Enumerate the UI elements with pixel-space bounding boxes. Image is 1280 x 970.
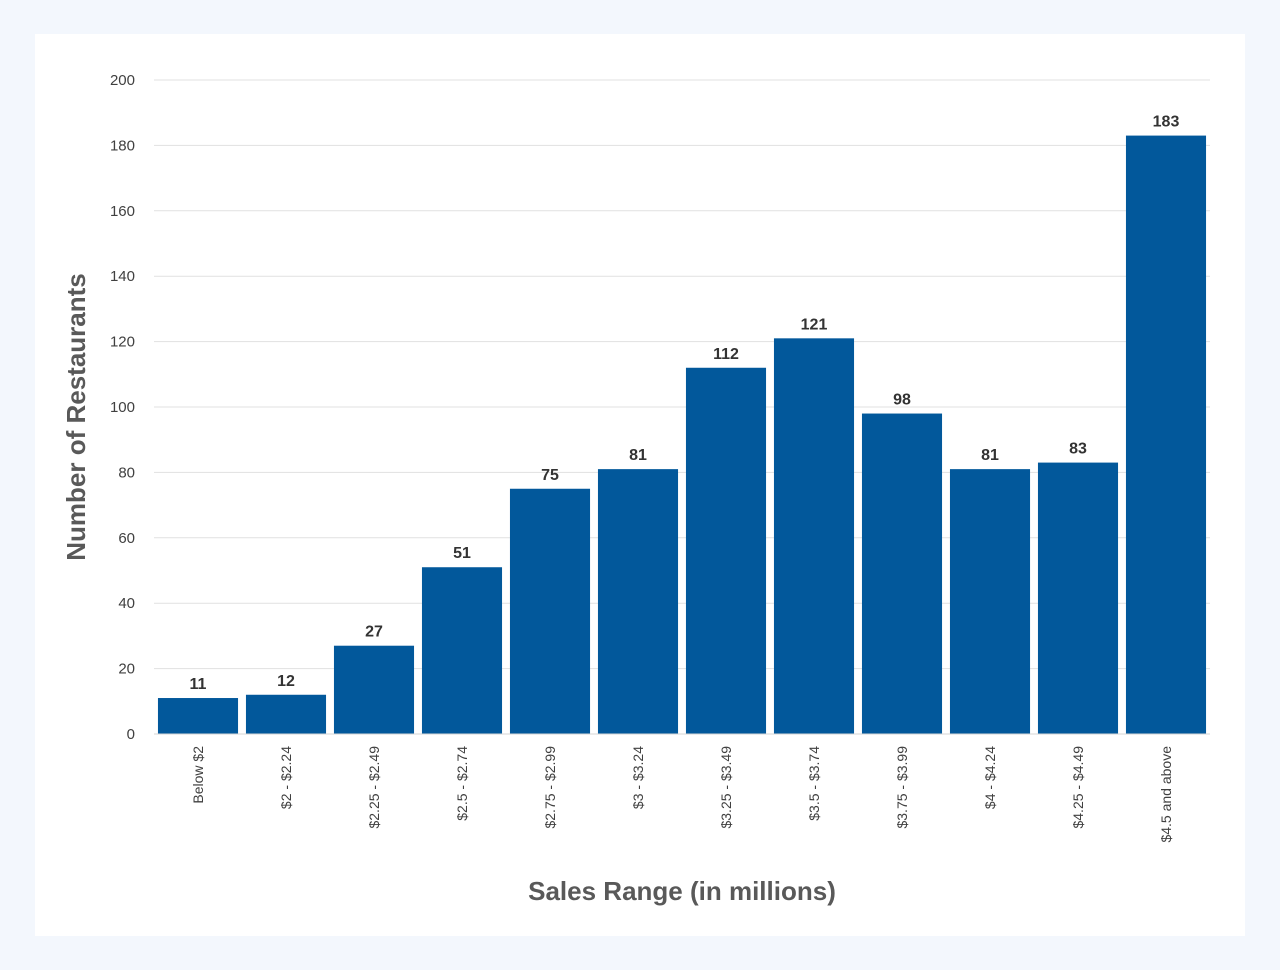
x-tick-label: $3 - $3.24 (630, 746, 646, 809)
y-tick-label: 60 (118, 530, 135, 547)
y-axis-title: Number of Restaurants (61, 273, 91, 561)
data-label: 121 (801, 316, 828, 333)
x-tick-label: Below $2 (190, 746, 206, 804)
bar (333, 645, 415, 734)
x-tick-label: $2.75 - $2.99 (542, 746, 558, 829)
data-label: 11 (190, 676, 207, 693)
bar (597, 469, 679, 734)
x-axis-ticks: Below $2 $2 - $2.24 $2.25 - $2.49 $2.5 - $2… (190, 746, 1174, 843)
bars (157, 135, 1207, 735)
data-label: 112 (713, 346, 739, 363)
bar (421, 567, 503, 734)
data-label: 51 (453, 545, 471, 562)
x-tick-label: $2 - $2.24 (278, 746, 294, 809)
data-label: 81 (629, 447, 647, 464)
x-tick-label: $4 - $4.24 (982, 746, 998, 809)
y-tick-label: 40 (118, 595, 135, 612)
chart-card: 0 20 40 60 80 100 120 140 160 180 200 11 12 27 51 75 81… (35, 34, 1245, 936)
y-tick-label: 80 (118, 464, 135, 481)
y-tick-label: 20 (118, 661, 135, 678)
y-tick-label: 120 (110, 334, 135, 351)
x-axis-title: Sales Range (in millions) (528, 876, 836, 906)
data-label: 183 (1153, 114, 1180, 131)
x-tick-label: $3.75 - $3.99 (894, 746, 910, 829)
data-labels: 11 12 27 51 75 81 112 121 98 81 83 183 (190, 114, 1180, 693)
y-axis-ticks: 0 20 40 60 80 100 120 140 160 180 200 (110, 72, 135, 743)
bar (157, 698, 239, 734)
data-label: 27 (365, 624, 383, 641)
bar (1037, 462, 1119, 734)
x-tick-label: $4.5 and above (1158, 746, 1174, 843)
y-tick-label: 140 (110, 268, 135, 285)
bar (245, 694, 327, 734)
data-label: 12 (277, 673, 295, 690)
y-tick-label: 180 (110, 137, 135, 154)
data-label: 81 (981, 447, 999, 464)
data-label: 83 (1069, 441, 1087, 458)
bar (861, 413, 943, 734)
x-tick-label: $2.25 - $2.49 (366, 746, 382, 829)
bar (509, 488, 591, 734)
bar-chart: 0 20 40 60 80 100 120 140 160 180 200 11 12 27 51 75 81… (61, 72, 1210, 906)
bar (685, 367, 767, 734)
y-tick-label: 160 (110, 203, 135, 220)
data-label: 75 (541, 467, 559, 484)
x-tick-label: $3.5 - $3.74 (806, 746, 822, 821)
y-tick-label: 100 (110, 399, 135, 416)
x-tick-label: $3.25 - $3.49 (718, 746, 734, 829)
x-tick-label: $2.5 - $2.74 (454, 746, 470, 821)
bar (949, 469, 1031, 734)
y-tick-label: 0 (127, 726, 135, 743)
data-label: 98 (893, 392, 911, 409)
bar (773, 338, 855, 734)
bar (1125, 135, 1207, 735)
y-tick-label: 200 (110, 72, 135, 89)
x-tick-label: $4.25 - $4.49 (1070, 746, 1086, 829)
gridlines (154, 79, 1210, 670)
